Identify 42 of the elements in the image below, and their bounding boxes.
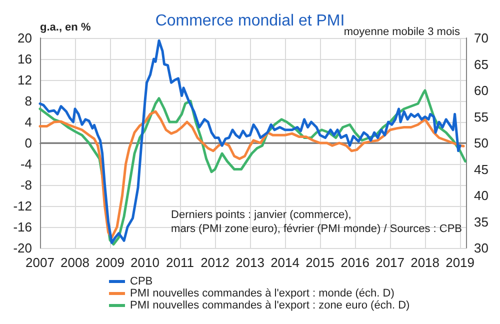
x-tick-label: 2014: [270, 255, 300, 270]
y-axis-title: g.a., en %: [40, 22, 91, 34]
y2-tick-label: 60: [474, 83, 488, 98]
y2-tick-label: 70: [474, 30, 488, 46]
x-tick-label: 2011: [166, 255, 194, 270]
y2-tick-label: 50: [474, 136, 488, 150]
y-tick-label: 8: [24, 94, 32, 108]
line-series: [38, 110, 465, 239]
y2-tick-label: 40: [474, 188, 488, 203]
x-tick-label: 2009: [96, 255, 124, 270]
y-tick-label: 16: [18, 52, 32, 66]
x-tick-label: 2012: [200, 255, 230, 270]
x-tick-label: 2018: [410, 255, 440, 270]
text: moyenne mobile 3 mois: [344, 26, 460, 38]
y-tick-label: 12: [18, 72, 32, 88]
y-tick-label: 0: [24, 136, 32, 150]
x-tick-label: 2019: [446, 255, 475, 270]
y-tick-label: -12: [13, 198, 32, 214]
y-tick-label: 4: [24, 114, 32, 130]
x-tick-label: 2008: [60, 255, 90, 270]
y2-tick-label: 35: [474, 214, 488, 230]
annotation: Derniers points : janvier (commerce), mars (PMI zone euro), février (PMI monde) / Sources : CPB: [171, 209, 462, 235]
y2-tick-label: 45: [474, 162, 488, 177]
legend-label: CPB: [130, 276, 153, 288]
y-tick-label: 20: [18, 30, 32, 46]
legend-label: PMI nouvelles commandes à l'export : zone euro (éch. D): [130, 300, 410, 312]
x-tick-label: 2013: [236, 255, 264, 270]
y-tick-label: -8: [20, 178, 32, 192]
y-tick-label: -20: [13, 240, 32, 256]
y-tick-label: -16: [13, 220, 32, 234]
y-tick-label: -4: [20, 156, 32, 172]
x-tick-label: 2017: [376, 255, 404, 270]
chart-title: Commerce mondial et PMI: [155, 12, 345, 30]
x-tick-label: 2007: [26, 255, 54, 270]
line-series: [38, 39, 462, 244]
y2-tick-label: 55: [474, 109, 488, 124]
x-tick-label: 2015: [306, 255, 334, 270]
y2-tick-label: 30: [474, 240, 488, 256]
x-tick-label: 2016: [340, 255, 370, 270]
y2-tick-label: 65: [474, 56, 488, 72]
legend-label: PMI nouvelles commandes à l'export : monde (éch. D): [130, 288, 394, 300]
x-tick-label: 2010: [130, 255, 160, 270]
